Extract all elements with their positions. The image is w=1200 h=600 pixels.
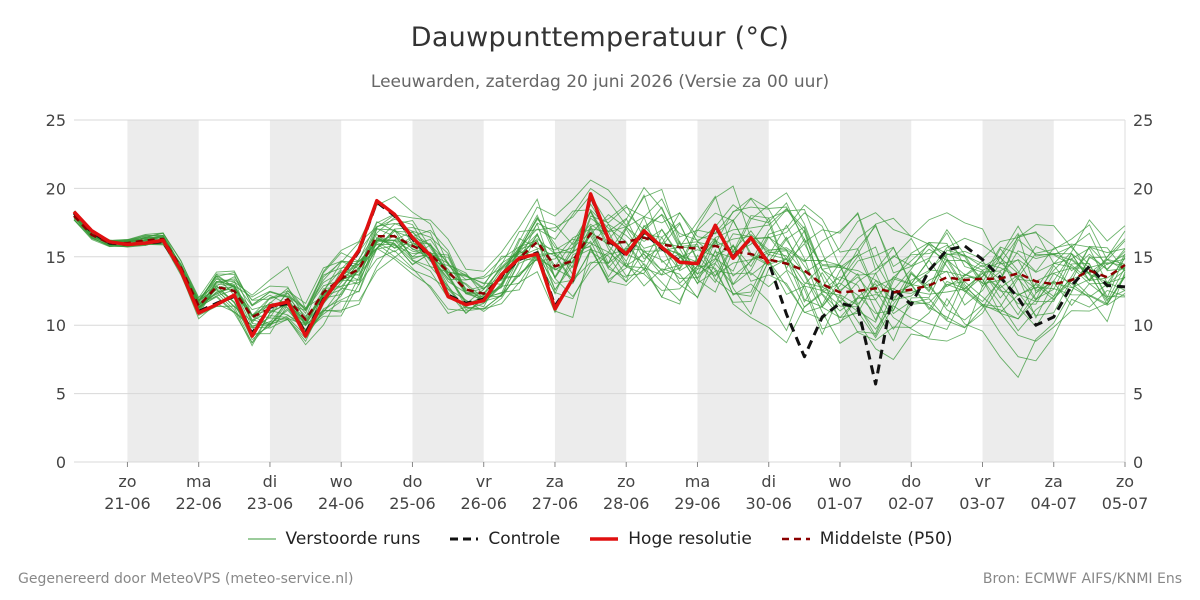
legend-item-controle: Controle bbox=[450, 529, 560, 549]
x-tick-day: do bbox=[402, 472, 422, 491]
x-tick-day: zo bbox=[1116, 472, 1134, 491]
y-tick-label-left: 10 bbox=[46, 316, 66, 335]
footer-source: Bron: ECMWF AIFS/KNMI Ens bbox=[982, 571, 1182, 587]
legend-label: Controle bbox=[488, 529, 561, 549]
y-tick-label-right: 20 bbox=[1133, 179, 1153, 198]
legend-swatch-hoge-resolutie bbox=[590, 537, 619, 541]
ensemble-member-line bbox=[73, 179, 1126, 331]
x-tick-date: 26-06 bbox=[460, 494, 507, 513]
x-axis: zo 21-06 ma 22-06 di 23-06 wo 24-06 do 25-06 vr 26-… bbox=[104, 462, 1148, 513]
hoge-resolutie-line bbox=[72, 192, 771, 338]
x-tick-day: ma bbox=[685, 472, 710, 491]
ensemble-member-line bbox=[73, 195, 1126, 330]
y-tick-label-left: 20 bbox=[46, 179, 66, 198]
legend-label: Verstoorde runs bbox=[285, 529, 421, 549]
y-tick-label-right: 0 bbox=[1133, 453, 1143, 472]
x-tick-day: za bbox=[546, 472, 564, 491]
legend-swatch-controle bbox=[450, 537, 479, 541]
x-tick-date: 28-06 bbox=[603, 494, 650, 513]
x-tick-day: zo bbox=[118, 472, 136, 491]
x-tick-date: 04-07 bbox=[1030, 494, 1077, 513]
x-tick-day: di bbox=[263, 472, 278, 491]
legend-swatch-middelste-p50 bbox=[781, 537, 810, 541]
x-tick-date: 24-06 bbox=[318, 494, 365, 513]
ensemble-member-line bbox=[73, 210, 1126, 342]
legend: Verstoorde runs Controle Hoge resolutie … bbox=[0, 529, 1200, 549]
x-tick-day: za bbox=[1045, 472, 1063, 491]
shaded-day-band bbox=[982, 120, 1054, 462]
ensemble-member-line bbox=[73, 198, 1126, 344]
shaded-day-band bbox=[127, 120, 199, 462]
footer-generated-by: Gegenereerd door MeteoVPS (meteo-service… bbox=[18, 571, 354, 587]
legend-item-verstoorde-runs: Verstoorde runs bbox=[247, 529, 421, 549]
y-tick-label-right: 5 bbox=[1133, 385, 1143, 404]
legend-swatch-verstoorde-runs bbox=[247, 538, 276, 540]
y-tick-label-right: 25 bbox=[1133, 111, 1153, 130]
x-tick-day: di bbox=[761, 472, 776, 491]
y-tick-label-right: 10 bbox=[1133, 316, 1153, 335]
x-tick-date: 30-06 bbox=[745, 494, 792, 513]
ensemble-member-line bbox=[73, 187, 1126, 340]
y-axis-left: 0 5 10 15 20 25 bbox=[46, 111, 66, 472]
y-tick-label-right: 15 bbox=[1133, 248, 1153, 267]
x-tick-date: 29-06 bbox=[674, 494, 721, 513]
x-tick-date: 27-06 bbox=[532, 494, 579, 513]
y-tick-label-left: 0 bbox=[56, 453, 66, 472]
ensemble-member-line bbox=[73, 213, 1126, 346]
gridlines bbox=[74, 119, 1126, 463]
x-tick-date: 03-07 bbox=[959, 494, 1006, 513]
legend-item-hoge-resolutie: Hoge resolutie bbox=[590, 529, 752, 549]
x-tick-day: vr bbox=[974, 472, 990, 491]
x-tick-day: ma bbox=[186, 472, 211, 491]
x-tick-day: zo bbox=[617, 472, 635, 491]
shaded-day-band bbox=[697, 120, 769, 462]
x-tick-day: vr bbox=[476, 472, 492, 491]
chart-title: Dauwpunttemperatuur (°C) bbox=[410, 22, 790, 53]
x-tick-day: wo bbox=[829, 472, 852, 491]
chart-subtitle: Leeuwarden, zaterdag 20 juni 2026 (Versi… bbox=[370, 72, 830, 92]
x-tick-date: 25-06 bbox=[389, 494, 436, 513]
ensemble-member-line bbox=[73, 197, 1126, 337]
main-series bbox=[72, 192, 1126, 386]
weekend-bands bbox=[127, 120, 1054, 462]
ensemble-member-line bbox=[73, 212, 1126, 321]
x-tick-day: do bbox=[901, 472, 921, 491]
y-tick-label-left: 15 bbox=[46, 248, 66, 267]
x-tick-date: 21-06 bbox=[104, 494, 151, 513]
y-axis-right: 0 5 10 15 20 25 bbox=[1133, 111, 1153, 472]
legend-item-middelste-p50: Middelste (P50) bbox=[781, 529, 953, 549]
legend-label: Hoge resolutie bbox=[628, 529, 752, 549]
median-p50-line bbox=[73, 214, 1126, 321]
x-tick-date: 01-07 bbox=[817, 494, 864, 513]
x-tick-date: 02-07 bbox=[888, 494, 935, 513]
y-tick-label-left: 25 bbox=[46, 111, 66, 130]
x-tick-date: 05-07 bbox=[1102, 494, 1149, 513]
legend-label: Middelste (P50) bbox=[819, 529, 953, 549]
x-tick-date: 23-06 bbox=[247, 494, 294, 513]
x-tick-day: wo bbox=[330, 472, 353, 491]
x-tick-date: 22-06 bbox=[175, 494, 222, 513]
ensemble-member-line bbox=[73, 212, 1126, 326]
y-tick-label-left: 5 bbox=[56, 385, 66, 404]
